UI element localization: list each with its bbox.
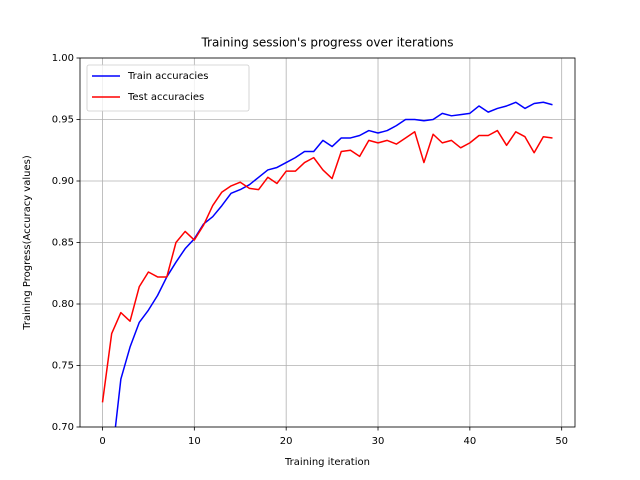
y-tick-label: 0.85 bbox=[52, 238, 74, 249]
y-tick-label: 0.80 bbox=[52, 299, 74, 310]
x-tick-label: 30 bbox=[372, 436, 385, 447]
chart-title: Training session's progress over iterati… bbox=[200, 36, 453, 50]
grid bbox=[80, 57, 575, 428]
x-tick-label: 10 bbox=[188, 436, 201, 447]
x-tick-label: 20 bbox=[280, 436, 293, 447]
legend-box bbox=[86, 64, 250, 112]
x-tick-label: 40 bbox=[463, 436, 476, 447]
y-tick-label: 1.00 bbox=[52, 53, 74, 64]
series-line bbox=[114, 101, 553, 427]
x-axis-label: Training iteration bbox=[284, 457, 370, 468]
y-axis-label: Training Progress(Accuracy values) bbox=[22, 155, 33, 331]
plot-lines bbox=[101, 101, 553, 427]
y-tick-label: 0.95 bbox=[52, 115, 74, 126]
y-tick-label: 0.70 bbox=[52, 422, 74, 433]
y-tick-label: 0.75 bbox=[52, 361, 74, 372]
series-line bbox=[101, 129, 553, 403]
ticks: 0 10 20 30 40 50 0.70 0.75 0.80 0.85 0.90 0.95 1.00 bbox=[52, 53, 568, 447]
legend-label: Test accuracies bbox=[127, 92, 204, 103]
legend: Train accuracies Test accuracies bbox=[86, 64, 250, 112]
x-tick-label: 0 bbox=[99, 436, 105, 447]
y-tick-label: 0.90 bbox=[52, 176, 74, 187]
x-tick-label: 50 bbox=[555, 436, 568, 447]
legend-label: Train accuracies bbox=[127, 71, 209, 82]
